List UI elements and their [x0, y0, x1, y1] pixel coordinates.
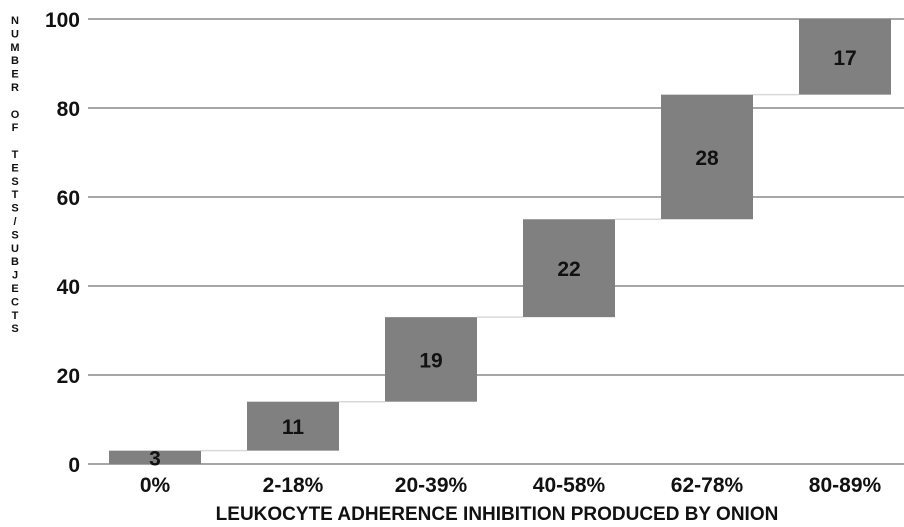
y-axis-tick-labels: 0 20 40 60 80 100 [45, 9, 80, 477]
bar-value-label: 19 [419, 349, 442, 372]
connector-lines [201, 93, 799, 452]
x-tick-label: 2-18% [263, 474, 324, 497]
y-tick-label: 100 [45, 9, 80, 32]
y-tick-label: 40 [57, 276, 80, 299]
x-tick-label: 80-89% [809, 474, 882, 497]
y-tick-label: 20 [57, 365, 80, 388]
bar [523, 219, 615, 318]
bar-value-label: 17 [833, 47, 856, 70]
bar [799, 19, 891, 95]
bars [109, 19, 891, 464]
y-tick-label: 60 [57, 187, 80, 210]
y-axis-title: N U M B E R O F T E S T S / S U B J E C T S [10, 15, 19, 335]
bar [385, 317, 477, 402]
bar [661, 94, 753, 220]
bar-value-label: 28 [695, 147, 719, 170]
x-tick-label: 40-58% [533, 474, 606, 497]
bar-value-labels: 3 11 19 22 28 17 [149, 47, 857, 471]
y-axis-title-text: N U M B E R O F T E S T S / S U B J E C T S [10, 15, 19, 335]
bar [109, 450, 201, 464]
x-tick-label: 62-78% [671, 474, 744, 497]
y-tick-label: 0 [68, 454, 80, 477]
bar [247, 401, 339, 451]
bar-value-label: 3 [149, 447, 161, 470]
y-tick-label: 80 [57, 98, 80, 121]
x-tick-label: 0% [140, 474, 171, 497]
bar-value-label: 22 [557, 258, 580, 281]
bar-value-label: 11 [282, 416, 305, 439]
x-tick-label: 20-39% [395, 474, 468, 497]
x-axis-tick-labels: 0% 2-18% 20-39% 40-58% 62-78% 80-89% [140, 474, 882, 497]
x-axis-title: LEUKOCYTE ADHERENCE INHIBITION PRODUCED … [216, 504, 779, 525]
grid-lines [88, 18, 904, 465]
